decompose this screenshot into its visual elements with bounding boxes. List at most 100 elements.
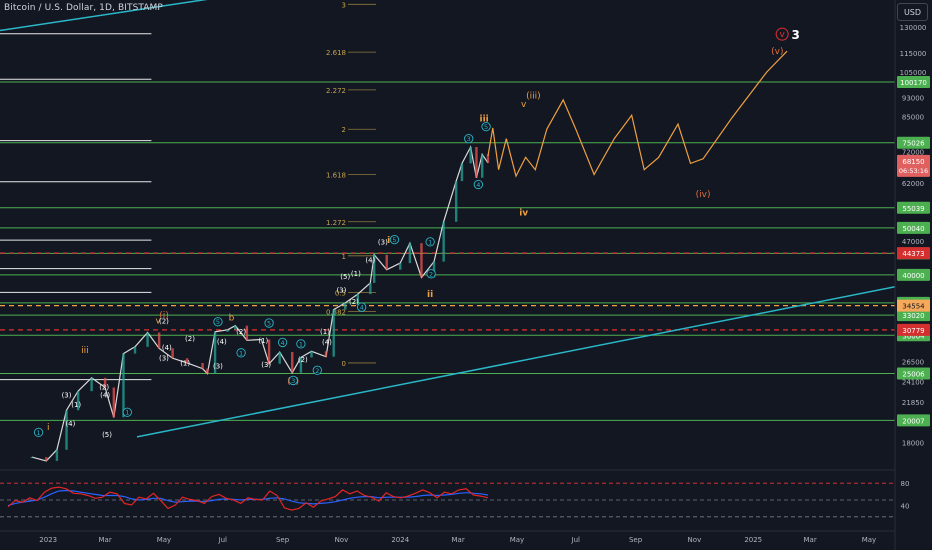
wave-label: i bbox=[47, 423, 50, 433]
wave-label: (2) bbox=[298, 356, 308, 364]
price-label-text: 100170 bbox=[900, 79, 927, 87]
rsi-tick-label: 80 bbox=[901, 480, 910, 488]
price-candle bbox=[344, 302, 347, 310]
price-candle bbox=[475, 147, 478, 178]
price-candle bbox=[442, 221, 445, 262]
wave-label: (1) bbox=[351, 270, 361, 278]
time-tick-label: May bbox=[862, 536, 876, 544]
price-candle bbox=[420, 243, 423, 278]
price-label-text: 30004 bbox=[902, 332, 925, 340]
wave-label: (1) bbox=[258, 337, 268, 345]
price-label-text: 75026 bbox=[902, 140, 925, 148]
wave-count-circle bbox=[312, 365, 322, 375]
countdown-text: 06:53:16 bbox=[899, 167, 928, 175]
wave-label: b bbox=[229, 313, 235, 323]
time-tick-label: Sep bbox=[276, 536, 290, 544]
wave-label: (4) bbox=[365, 257, 375, 265]
price-candle bbox=[481, 154, 484, 178]
trendline bbox=[136, 286, 896, 438]
price-tick-label: 115000 bbox=[900, 50, 927, 58]
price-tick-label: 72000 bbox=[902, 148, 924, 156]
wave-label: (iii) bbox=[526, 92, 541, 102]
fib-level-label: 2.618 bbox=[326, 49, 346, 57]
time-tick-label: 2023 bbox=[39, 536, 57, 544]
price-candle bbox=[460, 163, 464, 182]
wave-count-label: 5 bbox=[392, 236, 396, 244]
price-label-box bbox=[897, 201, 930, 214]
price-label-box bbox=[897, 367, 930, 380]
price-label-text: 25006 bbox=[902, 371, 925, 379]
wave-label: (2) bbox=[349, 298, 359, 306]
price-label-box bbox=[897, 323, 930, 336]
wave-label: (3) bbox=[213, 363, 223, 371]
rsi-signal-line bbox=[7, 489, 489, 507]
price-label-text: 33020 bbox=[902, 312, 924, 320]
wave-label: (v) bbox=[771, 47, 783, 57]
price-candle bbox=[213, 331, 217, 374]
wave-count-label: 1 bbox=[428, 238, 432, 246]
price-tick-label: 85000 bbox=[902, 114, 924, 122]
price-candle bbox=[291, 352, 294, 373]
price-tick-label: 130000 bbox=[900, 24, 927, 32]
price-candle bbox=[278, 352, 281, 364]
price-label-box bbox=[897, 221, 930, 234]
rsi-line bbox=[7, 486, 489, 511]
fib-level-label: 0.382 bbox=[326, 308, 346, 316]
price-candle bbox=[432, 261, 436, 278]
price-candle bbox=[65, 410, 68, 450]
price-candle bbox=[332, 309, 335, 357]
time-tick-label: Nov bbox=[335, 536, 349, 544]
symbol-title: Bitcoin / U.S. Dollar, 1D, BITSTAMP bbox=[4, 3, 163, 13]
price-candle bbox=[171, 348, 174, 359]
wave-label: ii bbox=[427, 290, 433, 300]
wave-count-circle bbox=[389, 234, 400, 245]
price-candle bbox=[454, 181, 458, 222]
last-price-text: 68150 bbox=[902, 158, 924, 166]
wave-label: v bbox=[521, 100, 527, 110]
time-tick-label: Sep bbox=[629, 536, 643, 544]
price-candle bbox=[206, 368, 209, 374]
price-candle bbox=[373, 254, 376, 283]
wave-label: (4) bbox=[100, 392, 110, 400]
price-candle bbox=[399, 263, 402, 270]
price-candle bbox=[90, 377, 93, 392]
price-candle bbox=[385, 254, 388, 270]
wave-count-label: 4 bbox=[476, 181, 480, 189]
wave-label: (3) bbox=[378, 239, 388, 247]
fib-level-label: 1.272 bbox=[326, 219, 346, 227]
wave-marker-circle bbox=[775, 27, 789, 41]
price-candle bbox=[226, 329, 229, 332]
wave-count-circle bbox=[264, 318, 274, 328]
price-candle bbox=[299, 357, 303, 373]
wave-count-label: 2 bbox=[315, 367, 319, 375]
wave-label: (5) bbox=[102, 431, 112, 439]
price-candle bbox=[201, 362, 204, 369]
wave-count-circle bbox=[357, 302, 367, 312]
wave-count-circle bbox=[277, 337, 288, 348]
wave-label: i bbox=[387, 236, 390, 246]
wave-label: (4) bbox=[217, 338, 227, 346]
currency-button[interactable]: USD bbox=[897, 3, 928, 21]
price-label-box bbox=[897, 414, 930, 427]
wave-count-label: 1 bbox=[239, 349, 243, 357]
price-candle bbox=[245, 325, 249, 341]
wave-count-circle bbox=[426, 269, 436, 279]
price-candle bbox=[260, 339, 263, 341]
time-tick-label: Jul bbox=[218, 536, 228, 544]
price-candle bbox=[185, 358, 189, 363]
price-candle bbox=[469, 147, 472, 164]
rsi-pane bbox=[0, 469, 895, 518]
price-label-box bbox=[897, 247, 930, 260]
price-candle bbox=[103, 377, 107, 388]
wave-count-label: 2 bbox=[429, 270, 433, 278]
price-tick-label: 62000 bbox=[902, 180, 924, 188]
fib-level-label: 3 bbox=[342, 1, 346, 9]
wave-count-label: 4 bbox=[360, 304, 364, 312]
wave-count-label: 5 bbox=[216, 318, 220, 326]
price-label-box bbox=[897, 136, 930, 149]
wave-label: 3 bbox=[791, 28, 799, 42]
wave-label: (3) bbox=[336, 286, 346, 294]
fib-level-label: 2 bbox=[342, 126, 346, 134]
